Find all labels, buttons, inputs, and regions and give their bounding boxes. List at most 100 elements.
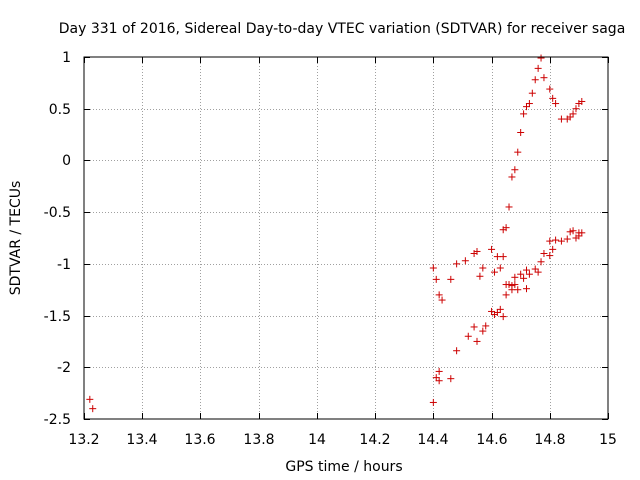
data-point [578,97,586,105]
data-point [499,253,507,261]
data-point [432,374,440,382]
data-point [464,332,472,340]
data-point [435,291,443,299]
data-point [89,405,97,413]
data-point [496,264,504,272]
data-point [432,275,440,283]
data-point [520,274,528,282]
plot-frame [83,56,609,420]
data-point [525,270,533,278]
data-point [493,308,501,316]
x-axis-title: GPS time / hours [285,459,402,475]
data-point [552,100,560,108]
data-point [572,105,580,113]
data-point [476,272,484,280]
y-tick-label: -2 [57,360,71,376]
data-point [447,375,455,383]
data-point [499,313,507,321]
data-point [534,64,542,72]
data-point [549,94,557,102]
data-point [488,245,496,253]
data-point [563,235,571,243]
data-point [429,264,437,272]
x-tick-label: 13.2 [68,432,99,448]
data-point [566,228,574,236]
y-tick-label: -1.5 [44,309,71,325]
data-point [520,110,528,118]
x-tick-label: 15 [599,432,617,448]
y-axis-title: SDTVAR / TECUs [8,181,24,296]
x-tick-label: 14.2 [359,432,390,448]
x-tick-label: 13.4 [126,432,157,448]
data-point [511,166,519,174]
data-point [461,257,469,265]
data-point [546,237,554,245]
chart-title: Day 331 of 2016, Sidereal Day-to-day VTE… [59,21,626,37]
x-tick-label: 13.8 [243,432,274,448]
data-point [453,260,461,268]
data-point [502,281,510,289]
data-point [505,203,513,211]
x-tick-label: 13.6 [184,432,215,448]
data-point [552,236,560,244]
data-point [435,367,443,375]
data-point [479,327,487,335]
data-point [531,76,539,84]
data-point [549,245,557,253]
data-point [438,296,446,304]
data-point [566,113,574,121]
data-point [569,110,577,118]
data-point [540,250,548,258]
data-point [502,224,510,232]
data-point [525,100,533,108]
data-point [453,347,461,355]
data-point [517,270,525,278]
data-point [531,265,539,273]
y-tick-label: -2.5 [44,412,71,428]
data-point [496,305,504,313]
axis-ticks: 13.2 13.4 13.6 13.8 14 14.2 14.4 14.6 14.8 15 -2.5… [44,50,617,448]
data-point [511,273,519,281]
grid [84,57,608,419]
data-point [490,268,498,276]
data-point [534,268,542,276]
x-tick-label: 14 [308,432,326,448]
data-point [514,148,522,156]
x-tick-label: 14.6 [476,432,507,448]
data-point [447,275,455,283]
data-point [537,258,545,266]
data-point [511,281,519,289]
data-point [435,377,443,385]
y-tick-label: 1 [62,50,71,66]
data-point [508,173,516,181]
data-points [86,54,586,413]
data-point [522,285,530,293]
data-point [482,322,490,330]
data-point [546,85,554,93]
data-point [473,337,481,345]
data-point [522,266,530,274]
x-tick-label: 14.4 [417,432,448,448]
data-point [537,54,545,62]
data-point [557,237,565,245]
data-point [508,282,516,290]
data-point [522,103,530,111]
data-point [578,229,586,237]
data-point [540,74,548,82]
data-point [514,286,522,294]
y-tick-label: -0.5 [44,205,71,221]
data-point [470,323,478,331]
y-tick-label: 0 [62,153,71,169]
data-point [488,307,496,315]
y-tick-label: 0.5 [49,102,71,118]
data-point [517,129,525,137]
y-tick-label: -1 [57,257,71,273]
data-point [528,89,536,97]
data-point [429,398,437,406]
data-point [569,227,577,235]
data-point [546,252,554,260]
data-point [479,264,487,272]
data-point [502,291,510,299]
data-point [473,247,481,255]
